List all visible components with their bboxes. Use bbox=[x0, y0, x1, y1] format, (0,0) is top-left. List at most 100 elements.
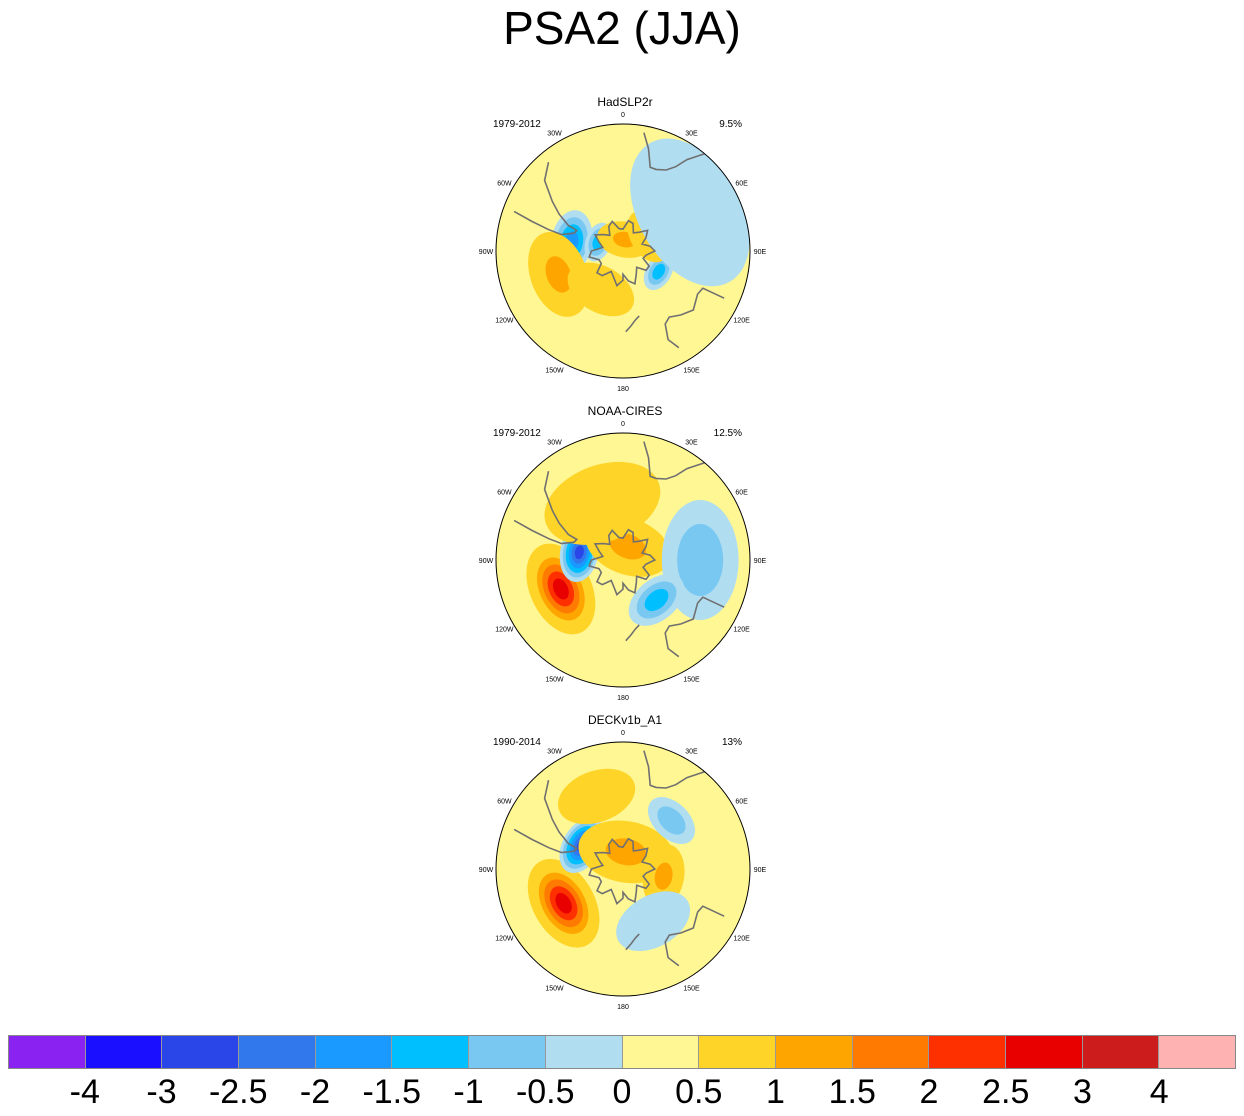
colorbar-box bbox=[392, 1036, 470, 1068]
longitude-label: 30E bbox=[685, 748, 698, 755]
colorbar-box bbox=[9, 1036, 86, 1068]
new-zealand-coast bbox=[625, 315, 640, 333]
longitude-label: 150W bbox=[545, 368, 564, 375]
antarctica-coast bbox=[588, 528, 657, 596]
colorbar-box bbox=[315, 1036, 393, 1068]
map-panel: DECKv1b_A1 1990-2014 13% 0 30E 60E 90E 120E 150E… bbox=[460, 713, 790, 1013]
contour-band bbox=[574, 545, 584, 560]
colorbar-box bbox=[85, 1036, 163, 1068]
colorbar-box bbox=[929, 1036, 1006, 1068]
contour-band bbox=[616, 891, 691, 952]
australia-coast bbox=[664, 905, 725, 967]
polar-map: 0 30E 60E 90E 120E 150E 180 150W 120W 90W 60W 30W bbox=[479, 730, 767, 1011]
contour-band bbox=[652, 263, 666, 280]
colorbar-label: -2 bbox=[299, 1073, 331, 1111]
colorbar-label: 3 bbox=[1073, 1073, 1092, 1111]
colorbar-label: 1 bbox=[766, 1073, 785, 1111]
panel-title: NOAA-CIRES bbox=[587, 404, 663, 418]
colorbar-box bbox=[622, 1036, 700, 1068]
panel-title: DECKv1b_A1 bbox=[587, 713, 663, 727]
coastlines bbox=[513, 132, 725, 349]
antarctica-coast bbox=[588, 837, 657, 905]
longitude-label: 0 bbox=[621, 112, 625, 119]
colorbar-box bbox=[162, 1036, 240, 1068]
longitude-label: 120W bbox=[495, 627, 514, 634]
australia-coast bbox=[664, 596, 725, 658]
colorbar-label: 0 bbox=[612, 1073, 632, 1111]
panel-years: 1979-2012 bbox=[493, 119, 541, 130]
colorbar-label: 1.5 bbox=[828, 1073, 876, 1111]
longitude-label: 150W bbox=[545, 986, 564, 993]
contour-band bbox=[555, 893, 572, 914]
panel-explained-variance: 12.5% bbox=[713, 428, 742, 439]
contour-band bbox=[609, 533, 647, 560]
contour-band bbox=[544, 461, 661, 545]
longitude-label: 90W bbox=[479, 558, 494, 565]
map-panel: HadSLP2r 1979-2012 9.5% 0 30E 60E 90E 120E 150E 1… bbox=[460, 95, 790, 395]
longitude-label: 60E bbox=[735, 490, 748, 497]
new-zealand-coast bbox=[625, 624, 640, 642]
longitude-label: 90E bbox=[754, 558, 767, 565]
longitude-label: 60E bbox=[735, 181, 748, 188]
colorbar-label: -3 bbox=[146, 1073, 177, 1111]
coastlines bbox=[513, 441, 725, 658]
colorbar-box bbox=[852, 1036, 930, 1068]
longitude-label: 30E bbox=[685, 439, 698, 446]
longitude-label: 60W bbox=[497, 799, 512, 806]
south-america-coast bbox=[513, 471, 579, 545]
colorbar-label: -0.5 bbox=[515, 1073, 575, 1111]
colorbar-box bbox=[1005, 1036, 1083, 1068]
contour-band bbox=[545, 256, 572, 293]
longitude-label: 90E bbox=[754, 867, 767, 874]
contour-band bbox=[580, 273, 621, 306]
contour-band bbox=[605, 838, 647, 866]
figure-title: PSA2 (JJA) bbox=[503, 2, 741, 54]
africa-coast bbox=[643, 132, 705, 171]
contour-band bbox=[552, 578, 569, 600]
longitude-label: 90W bbox=[479, 867, 494, 874]
colorbar-label: -2.5 bbox=[208, 1073, 268, 1111]
colorbar-label: -4 bbox=[69, 1073, 100, 1111]
longitude-label: 60E bbox=[735, 799, 748, 806]
colorbar-box bbox=[1082, 1036, 1160, 1068]
map-border bbox=[495, 123, 751, 379]
contour-band bbox=[657, 806, 686, 835]
longitude-label: 30W bbox=[547, 439, 562, 446]
panel-title: HadSLP2r bbox=[597, 95, 653, 109]
colorbar-box bbox=[545, 1036, 623, 1068]
contour-band bbox=[558, 768, 636, 825]
contour-band bbox=[630, 138, 750, 287]
longitude-label: 30E bbox=[685, 130, 698, 137]
longitude-label: 150E bbox=[683, 368, 700, 375]
contour-band bbox=[644, 588, 669, 612]
panel-years: 1979-2012 bbox=[493, 428, 541, 439]
colorbar-box bbox=[775, 1036, 853, 1068]
colorbar-label: 4 bbox=[1149, 1073, 1169, 1111]
australia-coast bbox=[664, 287, 725, 349]
longitude-label: 90E bbox=[754, 249, 767, 256]
africa-coast bbox=[643, 441, 705, 480]
colorbar-box bbox=[1159, 1036, 1235, 1068]
longitude-label: 30W bbox=[547, 748, 562, 755]
south-america-coast bbox=[513, 780, 579, 854]
new-zealand-coast bbox=[625, 933, 640, 951]
longitude-label: 180 bbox=[617, 386, 629, 393]
map-panel: NOAA-CIRES 1979-2012 12.5% 0 30E 60E 90E 120E 15… bbox=[460, 404, 790, 704]
longitude-label: 120E bbox=[733, 936, 750, 943]
longitude-label: 150W bbox=[545, 677, 564, 684]
colorbar bbox=[8, 1035, 1236, 1069]
polar-map: 0 30E 60E 90E 120E 150E 180 150W 120W 90W 60W 30W bbox=[479, 112, 767, 393]
panel-explained-variance: 13% bbox=[721, 737, 742, 748]
colorbar-label: -1 bbox=[453, 1073, 484, 1111]
colorbar-box bbox=[699, 1036, 776, 1068]
panel-years: 1990-2014 bbox=[493, 737, 541, 748]
colorbar-box bbox=[239, 1036, 316, 1068]
coastlines bbox=[513, 750, 725, 967]
panel-explained-variance: 9.5% bbox=[719, 119, 742, 130]
longitude-label: 120W bbox=[495, 936, 514, 943]
longitude-label: 150E bbox=[683, 677, 700, 684]
longitude-label: 30W bbox=[547, 130, 562, 137]
colorbar-label: 0.5 bbox=[675, 1073, 723, 1111]
colorbar-label: -1.5 bbox=[362, 1073, 422, 1111]
